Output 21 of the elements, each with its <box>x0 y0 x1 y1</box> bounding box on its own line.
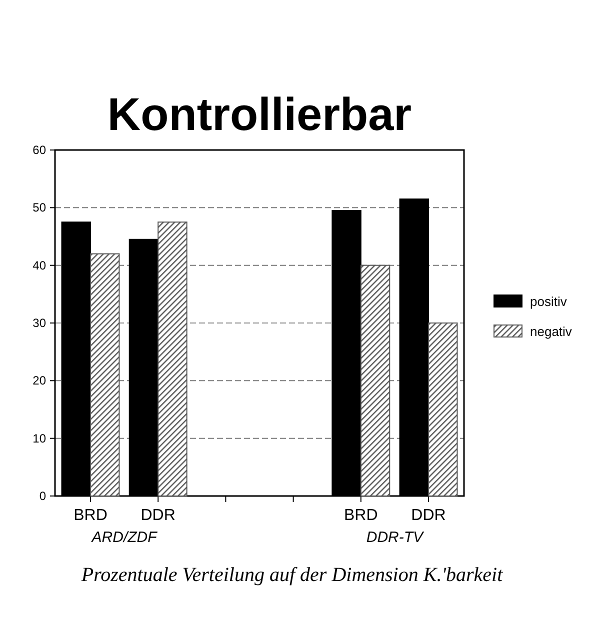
text: DDR-TV <box>366 529 426 546</box>
y-tick-label: 30 <box>32 316 46 330</box>
y-tick-label: 20 <box>32 374 46 388</box>
text: Prozentuale Verteilung auf der Dimension K.'barkeit <box>80 564 504 586</box>
y-tick-label: 60 <box>32 143 46 157</box>
x-tick-label: BRD <box>344 507 378 524</box>
x-tick-label: BRD <box>74 507 108 524</box>
y-tick-label: 40 <box>32 258 46 272</box>
chart-title: Kontrollierbar <box>107 88 412 140</box>
x-tick-label: DDR <box>411 507 446 524</box>
y-tick-label: 0 <box>39 489 46 503</box>
bar <box>428 322 458 496</box>
legend-label: positiv <box>530 294 568 309</box>
x-tick-label: DDR <box>140 507 176 524</box>
y-tick-label: 50 <box>32 200 46 215</box>
bar <box>90 253 120 496</box>
y-tick-label: 10 <box>32 431 46 446</box>
text: ARD/ZDF <box>90 529 158 546</box>
legend-label: negativ <box>530 324 572 339</box>
bar <box>158 222 188 496</box>
bar <box>360 264 390 496</box>
